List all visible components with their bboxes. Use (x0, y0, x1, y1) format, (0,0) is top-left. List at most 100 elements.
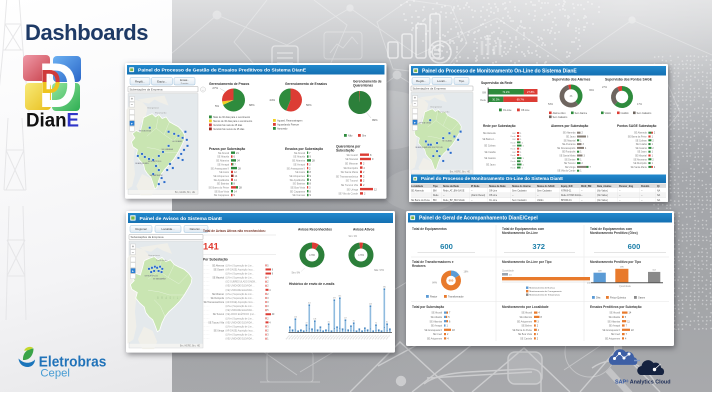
svg-text:SE Assis: SE Assis (295, 171, 306, 174)
svg-text:12/07/21: 12/07/21 (366, 335, 371, 341)
svg-text:(LIN-e) Superação de Lim...: (LIN-e) Superação de Lim... (226, 265, 255, 268)
svg-text:28: 28 (239, 187, 242, 190)
svg-text:SE Guariri: SE Guariri (213, 269, 224, 272)
svg-text:12/07/21: 12/07/21 (349, 335, 354, 341)
svg-text:BM: BM (512, 139, 515, 141)
svg-text:BM: BM (433, 190, 437, 192)
svg-text:1: 1 (652, 136, 654, 138)
svg-text:SE Guamá: SE Guamá (635, 147, 647, 149)
svg-text:34: 34 (237, 160, 240, 163)
svg-text:SE Barra do Peixe: SE Barra do Peixe (209, 187, 230, 190)
svg-text:Menos de 30 dias para o vencim: Menos de 30 dias para o vencimento (213, 120, 253, 123)
svg-text:Painel do Processo de Gestão d: Painel do Processo de Gestão de Ensaios … (138, 68, 307, 74)
svg-text:+: + (131, 97, 134, 102)
svg-text:21: 21 (236, 152, 239, 155)
svg-text:SE Altamira: SE Altamira (216, 160, 230, 163)
svg-text:Reator: Reator (430, 296, 437, 299)
svg-text:(AR-DASE) Aquisição Inco...: (AR-DASE) Aquisição Inco... (226, 330, 255, 333)
svg-text:(Alarm Reset): (Alarm Reset) (471, 194, 485, 197)
svg-text:6: 6 (587, 136, 589, 138)
svg-text:Eletrobras: Eletrobras (39, 355, 107, 371)
svg-text:Paramaribo: Paramaribo (438, 110, 450, 113)
svg-text:--: -- (512, 195, 514, 197)
svg-text:1: 1 (580, 140, 582, 142)
svg-text:Ensaios Preditivos por Subetaç: Ensaios Preditivos por Subetação (590, 305, 642, 309)
svg-text:1: 1 (520, 132, 522, 134)
svg-text:--: -- (581, 195, 583, 197)
svg-text:252: 252 (308, 303, 311, 305)
svg-text:Mais de 30 dias para o vencime: Mais de 30 dias para o vencimento (213, 116, 251, 119)
svg-text:SE Imed: SE Imed (611, 333, 621, 336)
svg-text:SE Jauru: SE Jauru (486, 163, 496, 166)
svg-text:Sim: 3%: Sim: 3% (348, 236, 357, 238)
svg-text:SE Boa Vista: SE Boa Vista (214, 190, 229, 193)
svg-text:Por Subestação: Por Subestação (203, 258, 228, 262)
svg-text:SE Vila do Conde: SE Vila do Conde (557, 170, 576, 172)
svg-text:--: -- (641, 195, 643, 197)
svg-text:5%: 5% (215, 104, 220, 108)
svg-text:SE Altavila: SE Altavila (217, 156, 229, 159)
svg-text:Pontos SAGE Subestação: Pontos SAGE Subestação (617, 124, 657, 128)
svg-text:SE Cuiabá: SE Cuiabá (636, 144, 648, 146)
svg-text:12/07/21: 12/07/21 (369, 335, 374, 341)
svg-text:2: 2 (582, 132, 584, 134)
svg-text:28: 28 (238, 167, 241, 170)
svg-text:SE Belem: SE Belem (521, 325, 532, 328)
svg-text:D: D (41, 64, 61, 101)
svg-text:SE Colinas: SE Colinas (635, 140, 647, 142)
svg-text:8: 8 (370, 154, 372, 157)
svg-text:Quarentenas: Quarentenas (353, 83, 373, 87)
svg-text:8: 8 (541, 316, 543, 319)
svg-text:1: 1 (652, 144, 654, 146)
svg-text:12/07/21: 12/07/21 (285, 335, 290, 341)
svg-text:Monitoramento por Localidade: Monitoramento por Localidade (502, 305, 549, 309)
svg-text:NA: NA (657, 189, 661, 192)
svg-text:(SC-SUBREGULADO DAEM...: (SC-SUBREGULADO DAEM... (226, 281, 258, 284)
svg-text:(VE) UNIDADE ELEVADA...: (VE) UNIDADE ELEVADA... (226, 289, 255, 292)
svg-text:SE Alameda: SE Alameda (634, 131, 647, 134)
svg-text:2: 2 (537, 338, 539, 341)
svg-text:SE Barra da Peixe: SE Barra da Peixe (411, 198, 431, 201)
svg-text:SE Caçapava: SE Caçapava (290, 190, 306, 193)
svg-text:Qt: Qt (657, 184, 660, 187)
svg-text:SE Rurópolis: SE Rurópolis (633, 162, 647, 165)
svg-text:Ensaios por Subestação: Ensaios por Subestação (285, 147, 323, 151)
svg-text:8: 8 (309, 190, 311, 193)
svg-text:SE Santa Maria: SE Santa Maria (559, 154, 576, 157)
svg-text:12/07/21: 12/07/21 (291, 335, 296, 341)
svg-text:22: 22 (631, 329, 634, 332)
svg-text:297: 297 (333, 298, 336, 300)
svg-text:Gerenciamento de Ensaios: Gerenciamento de Ensaios (285, 82, 327, 86)
svg-text:Quantidade: Quantidade (502, 270, 515, 273)
svg-text:12/07/21: 12/07/21 (288, 335, 293, 341)
svg-text:Locali...: Locali... (437, 79, 447, 83)
svg-text:SE Alameda: SE Alameda (411, 189, 424, 192)
svg-text:SE Transamazônica: SE Transamazônica (336, 175, 359, 178)
svg-text:28: 28 (312, 160, 315, 163)
svg-text:12/07/21: 12/07/21 (344, 335, 349, 341)
svg-text:Georgetown: Georgetown (147, 106, 160, 109)
svg-text:Sim: Sim (362, 134, 366, 137)
svg-text:SE Macetal: SE Macetal (212, 277, 224, 280)
svg-text:12/07/21: 12/07/21 (360, 335, 365, 341)
svg-text:2: 2 (654, 166, 656, 168)
svg-text:Avisos Ativos: Avisos Ativos (353, 228, 375, 232)
svg-text:Subestação: Subestação (336, 148, 354, 152)
svg-text:4: 4 (625, 338, 627, 341)
svg-text:12/07/21: 12/07/21 (383, 335, 388, 341)
svg-text:IP Rede: IP Rede (471, 185, 480, 187)
svg-text:2: 2 (537, 325, 539, 328)
svg-text:12/07/21: 12/07/21 (297, 335, 302, 341)
svg-text:SE Ariquemes: SE Ariquemes (517, 320, 533, 323)
svg-text:SE Barra d...: SE Barra d... (482, 138, 496, 141)
svg-text:SE Abunã: SE Abunã (431, 312, 442, 315)
svg-text:Georgetown: Georgetown (148, 254, 161, 257)
svg-text:2: 2 (447, 333, 449, 336)
svg-text:Monitoramento On-Line por Tipo: Monitoramento On-Line por Tipo (502, 260, 552, 264)
svg-text:SE Araraquara II: SE Araraquara II (602, 329, 620, 332)
svg-text:(LIN-e) Superação de Lim...: (LIN-e) Superação de Lim... (226, 334, 255, 337)
svg-text:NA: NA (657, 194, 661, 197)
svg-text:Monitoramento Preditivo (Óleo): Monitoramento Preditivo (Óleo) (590, 230, 638, 235)
svg-text:126: 126 (294, 317, 297, 319)
svg-text:12/07/21: 12/07/21 (363, 335, 368, 341)
